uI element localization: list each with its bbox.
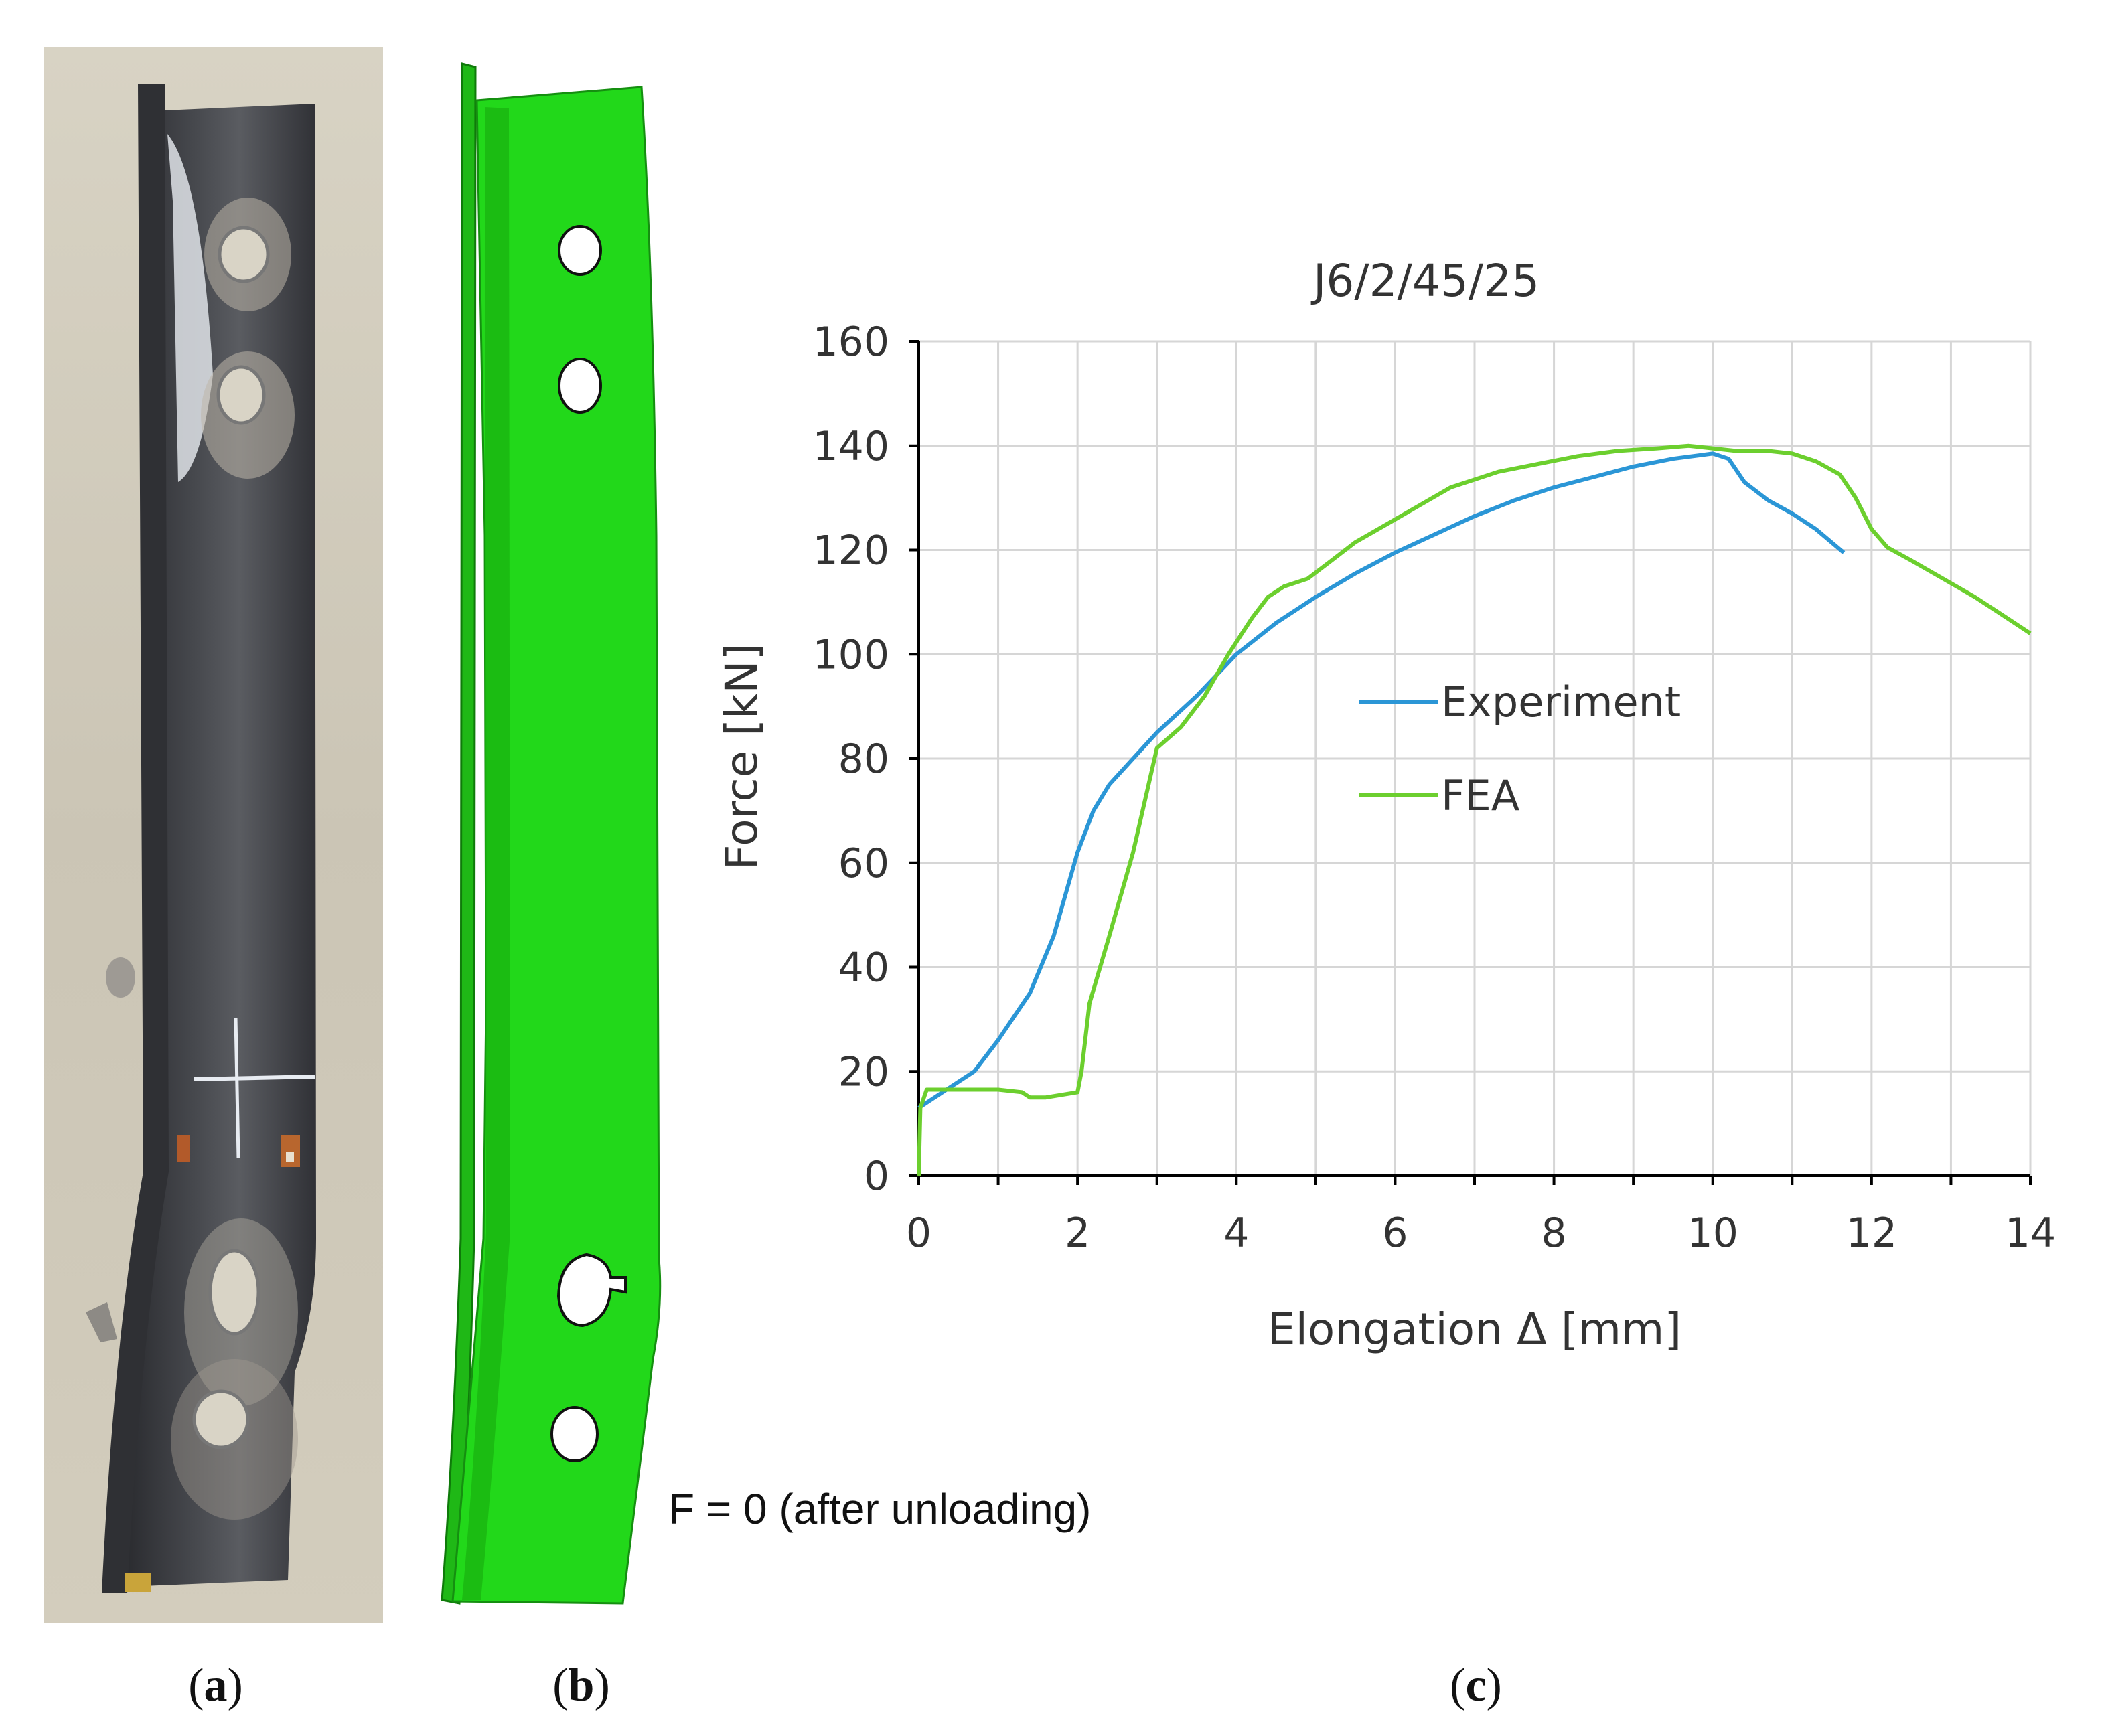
y-tick-label: 0 — [864, 1153, 889, 1200]
chart-series — [917, 443, 2032, 1176]
light-reflection — [167, 134, 213, 482]
force-elongation-chart: J6/2/45/25 0 2 4 6 8 10 12 14020406080100120140… — [716, 255, 2056, 1355]
x-tick-label: 10 — [1687, 1210, 1738, 1257]
x-tick-label: 6 — [1382, 1210, 1408, 1257]
model-side-strip — [441, 62, 477, 1605]
model-hole-deformed — [556, 1253, 627, 1328]
strain-gauge — [286, 1152, 294, 1162]
x-tick-label: 14 — [2005, 1210, 2056, 1257]
y-tick-label: 80 — [838, 736, 889, 783]
svg-text:(c): (c) — [1450, 1660, 1502, 1711]
y-axis-label: Force [kN] — [716, 643, 767, 870]
y-tick-label: 40 — [838, 945, 889, 992]
series-line-fea — [917, 443, 2032, 1176]
legend-label-experiment: Experiment — [1441, 678, 1681, 726]
bolt-hole — [192, 1389, 250, 1449]
svg-text:(b): (b) — [552, 1660, 610, 1711]
chart-title: J6/2/45/25 — [1310, 255, 1539, 307]
chart-legend: Experiment FEA — [1359, 678, 1681, 820]
series-line-experiment — [917, 451, 1846, 1110]
specimen-photo — [44, 47, 383, 1623]
x-tick-label: 0 — [906, 1210, 931, 1257]
bolt-hole — [216, 365, 266, 425]
fea-model: F = 0 (after unloading) — [441, 62, 1091, 1605]
legend-label-fea: FEA — [1441, 771, 1519, 820]
model-hole — [550, 1406, 599, 1462]
y-tick-label: 140 — [812, 423, 889, 470]
caption-a: (a) — [188, 1660, 243, 1711]
background-stain — [86, 1302, 117, 1342]
caption-b: (b) — [552, 1660, 610, 1711]
steel-plate — [124, 104, 317, 1587]
bolt-hole — [218, 226, 270, 283]
background-stain — [106, 957, 135, 998]
svg-text:(a): (a) — [188, 1660, 243, 1711]
chart-grid — [919, 340, 2032, 1176]
model-hole — [558, 358, 602, 414]
marker-line — [234, 1017, 240, 1159]
y-tick-label: 120 — [812, 528, 889, 574]
unloading-note: F = 0 (after unloading) — [668, 1485, 1091, 1533]
y-tick-label: 60 — [838, 840, 889, 887]
steel-side-strip — [102, 84, 169, 1593]
bolt-hole — [208, 1249, 260, 1336]
marker-line — [194, 1075, 315, 1081]
model-hole — [558, 225, 602, 276]
y-tick-label: 160 — [812, 319, 889, 366]
x-tick-label: 8 — [1541, 1210, 1566, 1257]
y-tick-label: 20 — [838, 1048, 889, 1095]
x-tick-label: 2 — [1065, 1210, 1090, 1257]
yellow-tab — [125, 1573, 151, 1592]
x-tick-label: 12 — [1846, 1210, 1897, 1257]
x-tick-label: 4 — [1223, 1210, 1249, 1257]
y-tick-label: 100 — [812, 631, 889, 678]
caption-c: (c) — [1450, 1660, 1502, 1711]
strain-gauge — [177, 1135, 190, 1162]
model-shading — [462, 107, 510, 1600]
x-axis-label: Elongation Δ [mm] — [1268, 1304, 1681, 1355]
